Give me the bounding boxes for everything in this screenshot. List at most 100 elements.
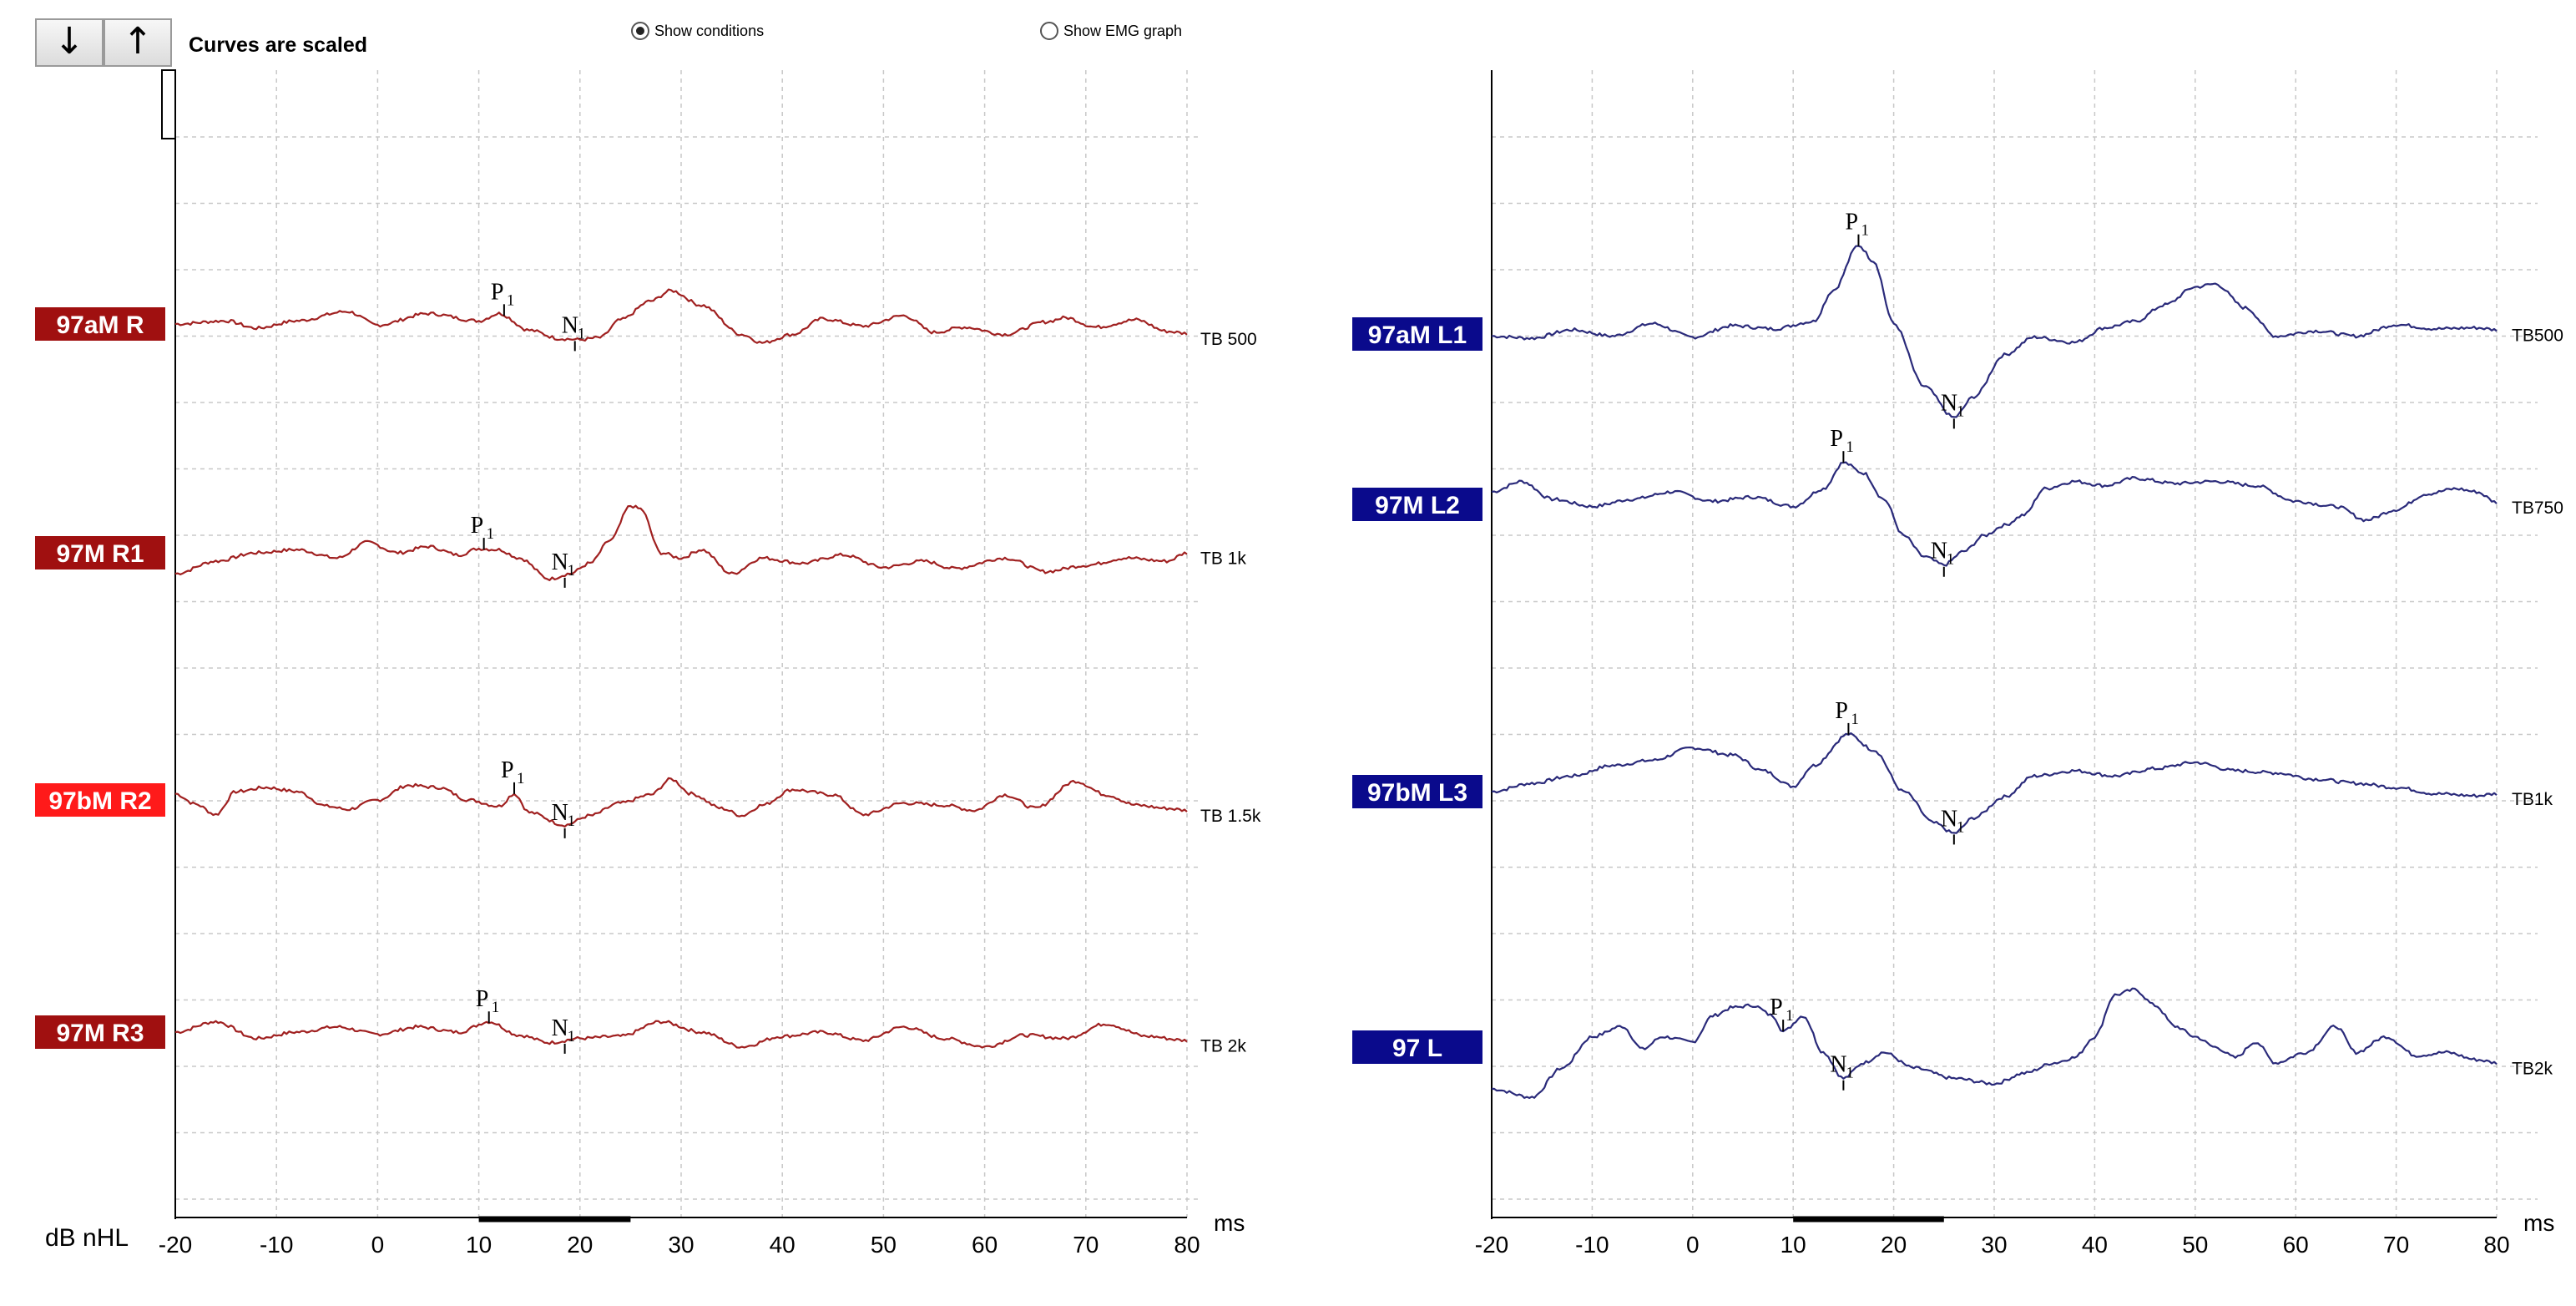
peak-n1-marker[interactable]: N1 — [552, 549, 576, 588]
peak-subscript: 1 — [1957, 402, 1965, 420]
curve-label-text: 97M R1 — [56, 540, 144, 568]
waveform-trace[interactable] — [174, 1020, 1188, 1049]
curves-scaled-status: Curves are scaled — [189, 33, 368, 57]
peak-subscript: 1 — [487, 525, 495, 543]
x-tick-label: 70 — [2383, 1232, 2409, 1258]
arrow-up-icon: ↑ — [122, 20, 154, 63]
peak-letter: N — [1941, 390, 1957, 416]
curve-label[interactable]: 97 L — [1352, 1030, 1482, 1064]
peak-subscript: 1 — [1947, 551, 1955, 569]
peak-letter: N — [552, 549, 568, 575]
curve-label[interactable]: 97bM L3 — [1352, 775, 1482, 808]
curve-label[interactable]: 97bM R2 — [35, 783, 165, 817]
scale-up-button[interactable]: ↑ — [104, 18, 172, 67]
radio-checked-icon — [631, 22, 649, 40]
peak-n1-marker[interactable]: N1 — [1931, 539, 1955, 577]
waveform-trace[interactable] — [174, 504, 1188, 581]
condition-label: TB500 — [2512, 326, 2563, 346]
peak-n1-marker[interactable]: N1 — [1941, 806, 1965, 845]
show-emg-radio[interactable]: Show EMG graph — [1040, 22, 1182, 40]
x-tick-label: 60 — [972, 1232, 998, 1258]
show-emg-label: Show EMG graph — [1063, 22, 1183, 39]
peak-n1-marker[interactable]: N1 — [1941, 390, 1965, 429]
curve-label-text: 97aM R — [56, 311, 144, 339]
x-tick-label: 10 — [466, 1232, 492, 1258]
amplitude-unit-label: dB nHL — [45, 1224, 129, 1252]
condition-label: TB1k — [2512, 790, 2553, 809]
waveform-trace[interactable] — [1491, 461, 2498, 567]
peak-letter: P — [501, 757, 514, 783]
condition-label: TB2k — [2512, 1059, 2553, 1078]
peak-n1-marker[interactable]: N1 — [562, 312, 586, 352]
curve-label-background — [1352, 775, 1482, 808]
x-tick-label: 50 — [2182, 1232, 2208, 1258]
peak-letter: P — [491, 279, 504, 305]
curve-label-background — [1352, 317, 1482, 351]
x-tick-label: 0 — [371, 1232, 385, 1258]
curve-label[interactable]: 97M R3 — [35, 1015, 165, 1049]
peak-subscript: 1 — [568, 562, 576, 580]
waveform-trace[interactable] — [1491, 245, 2498, 418]
peak-letter: P — [1770, 995, 1783, 1020]
x-tick-label: 20 — [1881, 1232, 1907, 1258]
x-tick-label: 10 — [1780, 1232, 1806, 1258]
curve-label[interactable]: 97aM L1 — [1352, 317, 1482, 351]
curve-label[interactable]: 97M L2 — [1352, 488, 1482, 521]
x-tick-label: 40 — [770, 1232, 796, 1258]
peak-letter: P — [1830, 426, 1843, 452]
peak-letter: N — [552, 800, 568, 826]
waveform-trace[interactable] — [1491, 987, 2498, 1099]
scale-down-button[interactable]: ↓ — [35, 18, 104, 67]
curve-label[interactable]: 97aM R — [35, 307, 165, 341]
x-tick-label: 20 — [567, 1232, 593, 1258]
peak-letter: N — [552, 1015, 568, 1041]
x-tick-label: 40 — [2082, 1232, 2108, 1258]
curve-label-background — [35, 783, 165, 817]
peak-n1-marker[interactable]: N1 — [552, 800, 576, 838]
peak-subscript: 1 — [1851, 711, 1859, 728]
show-conditions-radio[interactable]: Show conditions — [631, 22, 764, 40]
peak-subscript: 1 — [1846, 1065, 1854, 1082]
curve-label-background — [1352, 1030, 1482, 1064]
curve-label-text: 97aM L1 — [1368, 321, 1467, 349]
peak-subscript: 1 — [568, 1028, 576, 1045]
peak-letter: P — [1835, 698, 1848, 724]
x-tick-label: 30 — [668, 1232, 694, 1258]
arrow-down-icon: ↓ — [53, 20, 85, 63]
x-tick-label: 0 — [1686, 1232, 1700, 1258]
peak-n1-marker[interactable]: N1 — [552, 1015, 576, 1054]
peak-n1-marker[interactable]: N1 — [1830, 1052, 1854, 1091]
scale-bar[interactable] — [161, 69, 176, 139]
peak-subscript: 1 — [578, 325, 586, 342]
radio-unchecked-icon — [1040, 22, 1058, 40]
condition-label: TB 2k — [1200, 1037, 1246, 1056]
peak-subscript: 1 — [492, 999, 500, 1016]
curve-label-background — [35, 536, 165, 569]
curve-label-text: 97M L2 — [1375, 492, 1460, 519]
x-tick-label: -20 — [159, 1232, 192, 1258]
condition-label: TB 1k — [1200, 549, 1246, 569]
waveform-trace[interactable] — [1491, 732, 2498, 834]
x-tick-label: 60 — [2283, 1232, 2309, 1258]
curve-label-text: 97bM R2 — [48, 787, 151, 815]
peak-subscript: 1 — [1957, 818, 1965, 836]
peak-letter: N — [562, 312, 578, 338]
condition-label: TB 500 — [1200, 330, 1257, 349]
x-unit-label: ms — [1214, 1210, 1245, 1236]
curve-label[interactable]: 97M R1 — [35, 536, 165, 569]
x-tick-label: -20 — [1475, 1232, 1508, 1258]
waveform-trace[interactable] — [174, 777, 1188, 828]
waveform-trace[interactable] — [174, 288, 1188, 344]
show-conditions-label: Show conditions — [654, 22, 765, 39]
